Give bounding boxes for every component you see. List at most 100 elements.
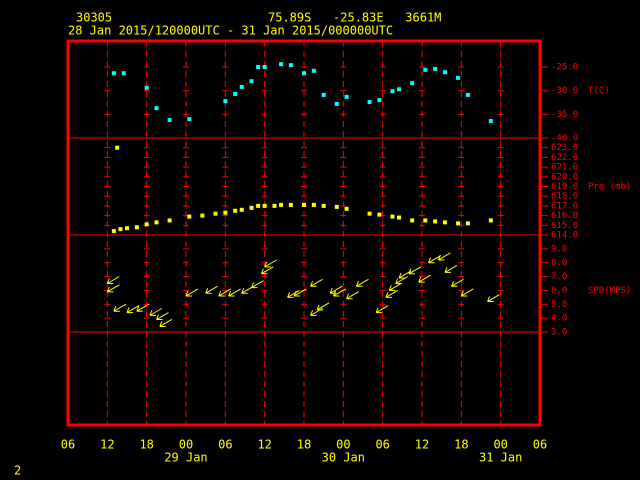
data-point <box>111 71 116 76</box>
data-point <box>311 202 316 207</box>
data-point <box>256 65 261 70</box>
data-point <box>397 215 402 220</box>
x-tick-label: 00 <box>179 438 193 452</box>
wind-arrow <box>159 319 173 327</box>
y-tick-label: 8.0 <box>551 258 567 268</box>
wind-arrow <box>444 264 458 273</box>
data-point <box>410 218 415 223</box>
data-point <box>272 203 277 208</box>
data-point <box>134 225 139 230</box>
wind-arrow <box>205 285 218 294</box>
data-point <box>187 117 192 122</box>
data-point <box>488 218 493 223</box>
data-point <box>239 207 244 212</box>
wind-arrow <box>218 288 232 297</box>
x-tick-label: 06 <box>533 438 547 452</box>
data-point <box>302 202 306 207</box>
data-point <box>442 70 447 75</box>
data-point <box>377 212 382 217</box>
data-point <box>488 118 493 123</box>
data-point <box>456 221 461 226</box>
data-point <box>233 91 238 96</box>
data-point <box>288 202 293 207</box>
data-point <box>344 206 349 211</box>
wind-arrow <box>106 276 120 284</box>
data-point <box>239 84 244 89</box>
y-tick-label: 620.0 <box>551 172 578 182</box>
x-tick-label: 00 <box>336 438 350 452</box>
data-point <box>390 214 395 219</box>
data-point <box>249 79 254 84</box>
wind-arrow <box>106 284 120 293</box>
y-tick-label: 623.0 <box>551 143 578 153</box>
wind-arrow <box>287 289 300 298</box>
y-tick-label: 614.0 <box>551 231 578 241</box>
wind-arrow <box>451 278 464 287</box>
data-point <box>456 75 461 80</box>
y-tick-label: 621.0 <box>551 163 578 173</box>
data-point <box>302 71 306 76</box>
x-tick-label: 18 <box>454 438 468 452</box>
data-point <box>423 67 428 72</box>
y-tick-label: 617.0 <box>551 201 578 211</box>
wind-arrow <box>316 302 330 311</box>
y-tick-label: -30.0 <box>551 86 578 96</box>
data-point <box>311 68 316 73</box>
data-point <box>334 101 339 106</box>
data-point <box>367 211 372 216</box>
wind-arrow <box>418 274 431 283</box>
page-number: 2 <box>14 464 21 478</box>
station-id: 30305 <box>76 11 112 25</box>
data-point <box>187 214 192 219</box>
data-point <box>279 202 284 207</box>
station-location: 75.89S -25.83E 3661M <box>268 11 441 25</box>
wind-arrow <box>293 288 307 297</box>
data-point <box>118 227 123 232</box>
x-tick-label: 12 <box>415 438 429 452</box>
wind-arrow <box>260 266 274 275</box>
y-tick-label: 4.0 <box>551 314 567 324</box>
data-point <box>288 63 293 68</box>
x-tick-label: 06 <box>375 438 389 452</box>
x-tick-label: 18 <box>297 438 311 452</box>
data-point <box>256 203 261 208</box>
x-tick-label: 06 <box>61 438 75 452</box>
wind-arrow <box>388 282 402 291</box>
wind-arrow <box>264 259 277 268</box>
wind-arrow <box>126 305 140 314</box>
data-point <box>262 65 267 70</box>
data-point <box>154 106 159 111</box>
data-point <box>144 222 149 227</box>
wind-arrow <box>113 303 127 312</box>
data-point <box>200 213 205 218</box>
y-tick-label: 7.0 <box>551 272 567 282</box>
data-point <box>125 226 129 231</box>
y-tick-label: 9.0 <box>551 244 567 254</box>
y-tick-label: 3.0 <box>551 328 567 338</box>
data-point <box>433 219 438 224</box>
wind-arrow <box>333 288 346 297</box>
data-point <box>321 203 326 208</box>
axis-label: SPD(MPS) <box>588 286 631 296</box>
date-label: 29 Jan <box>164 451 207 465</box>
x-tick-label: 06 <box>218 438 232 452</box>
data-point <box>121 71 126 76</box>
wind-arrow <box>385 289 399 298</box>
y-tick-label: 618.0 <box>551 192 578 202</box>
y-tick-label: 5.0 <box>551 300 567 310</box>
wind-arrow <box>251 280 264 289</box>
wind-arrow <box>375 305 389 314</box>
data-point <box>154 220 159 225</box>
wind-arrow <box>460 288 474 297</box>
data-point <box>223 210 228 215</box>
y-tick-label: -40.0 <box>551 134 578 144</box>
data-point <box>213 211 218 216</box>
data-point <box>367 100 372 105</box>
y-tick-label: -25.0 <box>551 63 578 73</box>
y-tick-label: 619.0 <box>551 182 578 192</box>
date-label: 30 Jan <box>322 451 365 465</box>
date-label: 31 Jan <box>479 451 522 465</box>
y-tick-label: 622.0 <box>551 153 578 163</box>
data-point <box>233 208 238 213</box>
y-tick-label: 6.0 <box>551 286 567 296</box>
